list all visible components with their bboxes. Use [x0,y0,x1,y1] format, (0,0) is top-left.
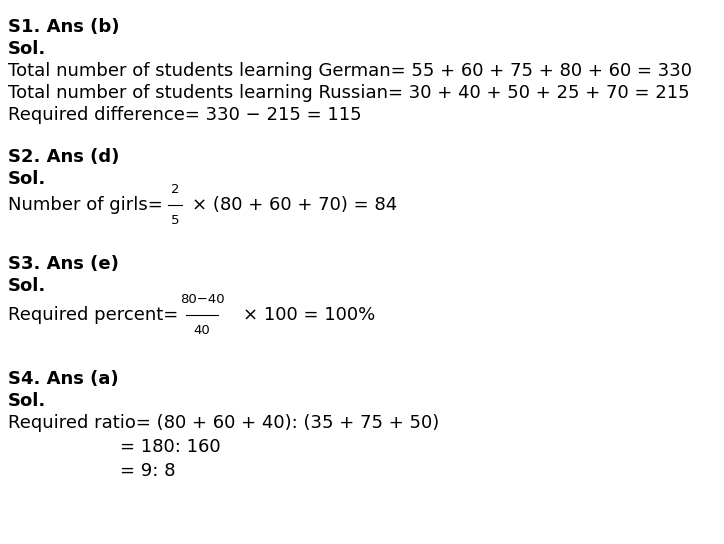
Text: S4. Ans (a): S4. Ans (a) [8,370,119,388]
Text: S2. Ans (d): S2. Ans (d) [8,148,119,166]
Text: Number of girls=: Number of girls= [8,196,163,214]
Text: Total number of students learning German= 55 + 60 + 75 + 80 + 60 = 330: Total number of students learning German… [8,62,692,80]
Text: × (80 + 60 + 70) = 84: × (80 + 60 + 70) = 84 [192,196,397,214]
Text: × 100 = 100%: × 100 = 100% [243,306,375,324]
Text: S1. Ans (b): S1. Ans (b) [8,18,119,36]
Text: 80−40: 80−40 [180,293,224,306]
Text: Required ratio= (80 + 60 + 40): (35 + 75 + 50): Required ratio= (80 + 60 + 40): (35 + 75… [8,414,439,432]
Text: 5: 5 [171,214,180,227]
Text: 2: 2 [171,183,180,196]
Text: Sol.: Sol. [8,170,46,188]
Text: = 180: 160: = 180: 160 [120,438,221,456]
Text: Sol.: Sol. [8,40,46,58]
Text: Sol.: Sol. [8,392,46,410]
Text: 40: 40 [193,324,211,337]
Text: S3. Ans (e): S3. Ans (e) [8,255,119,273]
Text: Total number of students learning Russian= 30 + 40 + 50 + 25 + 70 = 215: Total number of students learning Russia… [8,84,690,102]
Text: Required difference= 330 − 215 = 115: Required difference= 330 − 215 = 115 [8,106,361,124]
Text: Required percent=: Required percent= [8,306,178,324]
Text: = 9: 8: = 9: 8 [120,462,175,480]
Text: Sol.: Sol. [8,277,46,295]
